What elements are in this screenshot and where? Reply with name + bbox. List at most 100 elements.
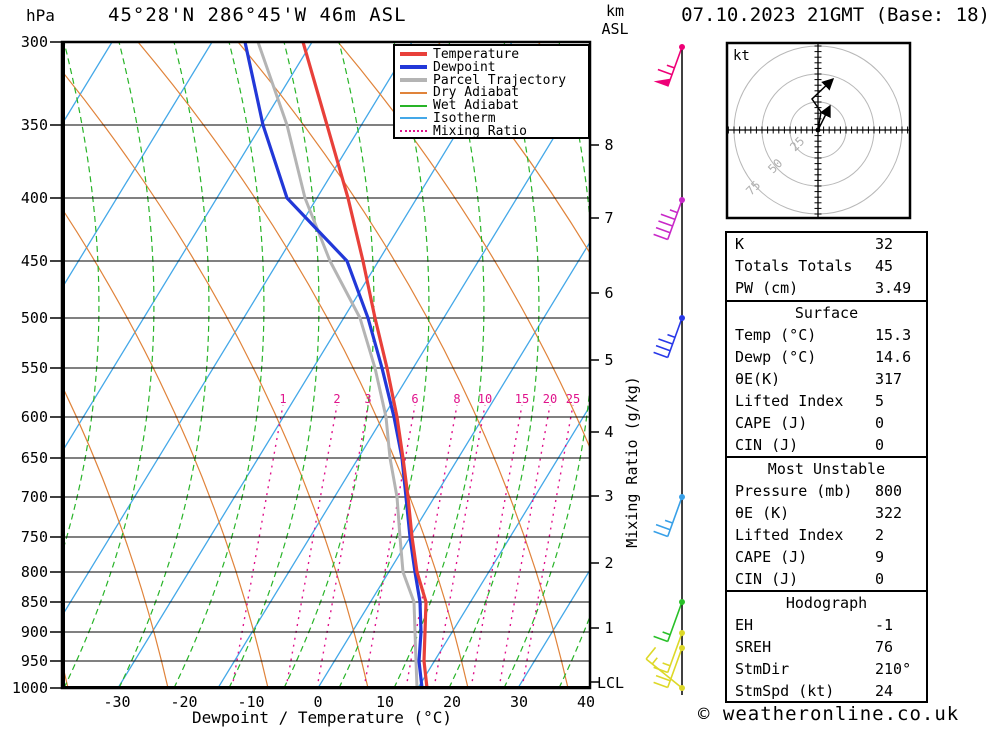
dry-adiabat-line bbox=[62, 70, 369, 688]
stat-value: 32 bbox=[875, 235, 894, 253]
stat-value: 24 bbox=[875, 682, 894, 700]
x-axis-title: Dewpoint / Temperature (°C) bbox=[191, 708, 453, 727]
stat-label: Pressure (mb) bbox=[735, 482, 853, 500]
stats-row: θE (K) 322 bbox=[727, 502, 926, 524]
stats-box: Most Unstable Pressure (mb) 800 θE (K) 322 Li… bbox=[725, 456, 928, 592]
mixing-ratio-label: 1 bbox=[279, 392, 287, 406]
stat-value: 15.3 bbox=[875, 326, 912, 344]
hodograph-trace bbox=[811, 77, 835, 131]
stat-label: EH bbox=[735, 616, 754, 634]
stat-value: 210° bbox=[875, 660, 912, 678]
wind-barb bbox=[653, 315, 685, 359]
stat-label: Temp (°C) bbox=[735, 326, 817, 344]
stat-value: 45 bbox=[875, 257, 894, 275]
wet-adiabat-line bbox=[614, 42, 704, 688]
mixing-ratio-line bbox=[231, 404, 284, 688]
legend-label: Temperature bbox=[433, 46, 520, 62]
pressure-tick-label: 500 bbox=[20, 309, 48, 327]
dry-adiabat-line bbox=[137, 42, 469, 688]
stats-row: EH -1 bbox=[727, 614, 926, 636]
wet-adiabat-line bbox=[393, 42, 485, 688]
mixing-ratio-label: 2 bbox=[333, 392, 341, 406]
stat-value: 800 bbox=[875, 482, 903, 500]
parcel-trajectory-curve bbox=[256, 42, 419, 688]
km-unit: km bbox=[605, 2, 625, 20]
legend-label: Isotherm bbox=[433, 110, 496, 126]
stats-box: Surface Temp (°C) 15.3 Dewp (°C) 14.6 θE(K) 31… bbox=[725, 300, 928, 458]
stat-label: Dewp (°C) bbox=[735, 348, 817, 366]
pressure-tick-label: 550 bbox=[20, 359, 48, 377]
mixing-ratio-line bbox=[470, 404, 523, 688]
legend-item: Dry Adiabat bbox=[400, 85, 588, 101]
stat-value: 2 bbox=[875, 526, 885, 544]
stat-value: 0 bbox=[875, 436, 885, 454]
wind-barb bbox=[653, 494, 685, 538]
stat-label: Totals Totals bbox=[735, 257, 853, 275]
pressure-tick-label: 350 bbox=[20, 116, 48, 134]
stat-value: 0 bbox=[875, 414, 885, 432]
isotherm-line bbox=[317, 240, 590, 688]
stat-label: θE(K) bbox=[735, 370, 781, 388]
km-tick-label: 7 bbox=[604, 209, 614, 227]
dry-adiabat-line bbox=[237, 42, 569, 688]
storm-motion-arrow bbox=[817, 104, 831, 131]
km-tick-label: 4 bbox=[604, 423, 614, 441]
legend-swatch bbox=[400, 104, 427, 107]
wet-adiabat-line bbox=[62, 42, 100, 555]
asl-unit: ASL bbox=[601, 20, 629, 38]
stat-label: StmDir bbox=[735, 660, 790, 678]
pressure-tick-label: 1000 bbox=[11, 679, 48, 697]
pressure-tick-label: 400 bbox=[20, 189, 48, 207]
mixing-ratio-label: 6 bbox=[411, 392, 419, 406]
legend-label: Parcel Trajectory bbox=[433, 72, 567, 88]
mixing-ratio-label: 8 bbox=[453, 392, 461, 406]
temperature-tick-label: -30 bbox=[103, 693, 131, 711]
legend-swatch bbox=[400, 117, 427, 120]
stat-label: CAPE (J) bbox=[735, 414, 808, 432]
stats-row: StmSpd (kt) 24 bbox=[727, 680, 926, 702]
hodograph-border bbox=[725, 41, 912, 220]
isotherm-line bbox=[62, 42, 413, 618]
stats-row: θE(K) 317 bbox=[727, 368, 926, 390]
stat-value: -1 bbox=[875, 616, 894, 634]
dry-adiabat-line bbox=[62, 384, 169, 688]
stat-value: 14.6 bbox=[875, 348, 912, 366]
legend-item: Wet Adiabat bbox=[400, 98, 588, 114]
pressure-tick-label: 900 bbox=[20, 623, 48, 641]
stat-label: Lifted Index bbox=[735, 392, 844, 410]
pressure-tick-label: 700 bbox=[20, 488, 48, 506]
wet-adiabat-line bbox=[118, 42, 210, 688]
stats-row: Pressure (mb) 800 bbox=[727, 480, 926, 502]
legend-swatch bbox=[400, 65, 427, 70]
wind-barb bbox=[653, 645, 685, 689]
legend-item: Dewpoint bbox=[400, 60, 588, 75]
pressure-tick-label: 750 bbox=[20, 528, 48, 546]
mixing-ratio-label: 3 bbox=[364, 392, 372, 406]
stat-value: 317 bbox=[875, 370, 903, 388]
sounding-curves bbox=[243, 42, 429, 688]
temperature-tick-label: 20 bbox=[442, 693, 462, 711]
legend-item: Temperature bbox=[400, 46, 588, 62]
stat-label: CAPE (J) bbox=[735, 548, 808, 566]
legend-label: Wet Adiabat bbox=[433, 98, 520, 114]
isotherm-line bbox=[217, 76, 590, 688]
wet-adiabat-line bbox=[228, 42, 320, 688]
stats-row: Totals Totals 45 bbox=[727, 255, 926, 277]
stats-row: CIN (J) 0 bbox=[727, 434, 926, 456]
stats-row: CAPE (J) 9 bbox=[727, 546, 926, 568]
pressure-axis-unit: hPa bbox=[26, 6, 55, 25]
stats-row: Dewp (°C) 14.6 bbox=[727, 346, 926, 368]
legend-item: Parcel Trajectory bbox=[400, 72, 588, 88]
isotherm-line bbox=[62, 42, 213, 290]
wind-barb-column bbox=[645, 44, 685, 695]
legend-item: Mixing Ratio bbox=[400, 123, 588, 139]
wet-adiabat-line bbox=[63, 42, 155, 688]
legend-label: Mixing Ratio bbox=[433, 123, 527, 139]
pressure-tick-label: 650 bbox=[20, 449, 48, 467]
km-tick-label: 2 bbox=[604, 554, 614, 572]
lcl-label: LCL bbox=[597, 674, 625, 692]
legend-label: Dry Adiabat bbox=[433, 85, 520, 101]
